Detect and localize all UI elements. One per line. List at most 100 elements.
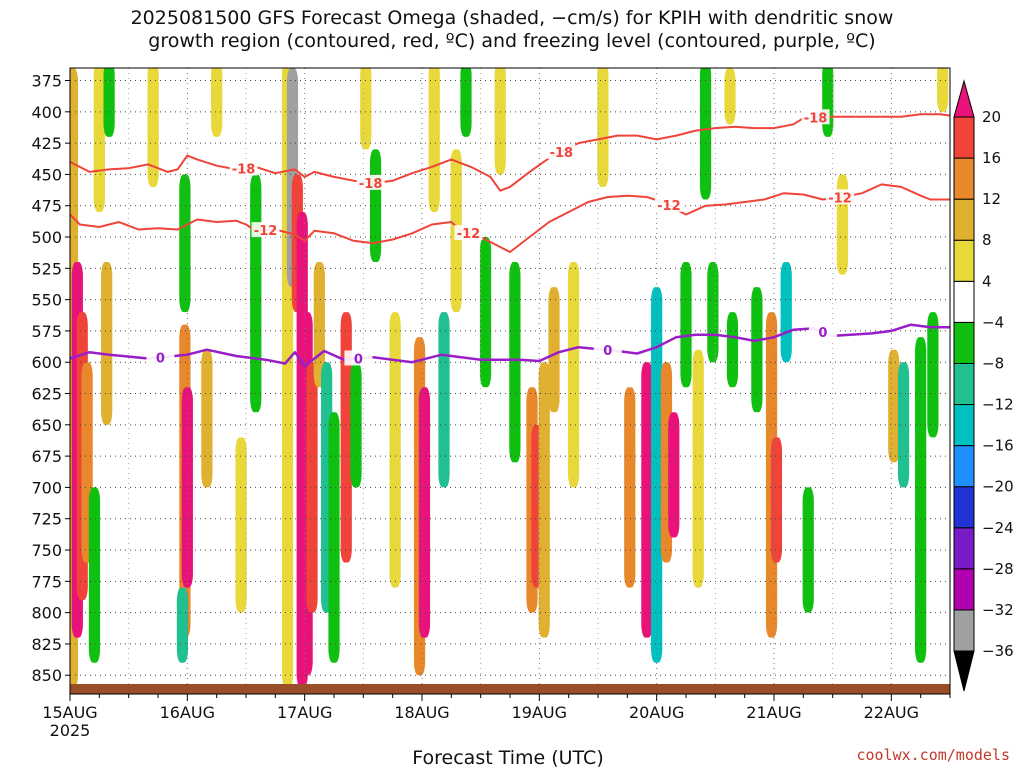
x-tick-label: 18AUG [394, 703, 449, 722]
dgz-contour-label-bg [454, 225, 483, 241]
omega-cell [176, 587, 189, 663]
y-tick-label: 725 [31, 510, 62, 529]
colorbar-label: 8 [982, 231, 992, 249]
y-tick-label: 775 [31, 572, 62, 591]
omega-cell [88, 487, 101, 663]
y-tick-label: 575 [31, 322, 62, 341]
freezing-level-label: 0 [818, 326, 827, 341]
omega-cell [101, 262, 113, 425]
chart-title-line2: growth region (contoured, red, ºC) and f… [148, 30, 876, 52]
colorbar-label: −32 [982, 601, 1014, 619]
omega-cell [418, 387, 431, 638]
dgz-contour-label: -12 [254, 224, 278, 239]
colorbar-segment [953, 362, 975, 406]
omega-cell [707, 262, 719, 363]
omega-cell [724, 68, 736, 125]
omega-cell [668, 412, 680, 538]
credit-text: coolwx.com/models [856, 746, 1010, 764]
y-tick-label: 700 [31, 478, 62, 497]
y-tick-label: 750 [31, 541, 62, 560]
y-tick-label: 525 [31, 259, 62, 278]
omega-cell [306, 362, 318, 613]
omega-cell [328, 412, 340, 663]
omega-cell [181, 387, 193, 588]
omega-cell [147, 68, 159, 187]
omega-cell [937, 68, 949, 112]
omega-cell [780, 262, 792, 363]
colorbar-label: −20 [982, 478, 1014, 496]
x-axis-label: Forecast Time (UTC) [412, 747, 603, 768]
omega-cell [802, 487, 814, 613]
omega-cell [641, 362, 653, 638]
dgz-contour-label-bg [251, 222, 280, 238]
y-tick-label: 450 [31, 165, 62, 184]
dgz-contour-label-bg [801, 109, 830, 125]
dgz-contour-label: -18 [359, 177, 383, 192]
colorbar-label: −4 [982, 313, 1004, 331]
colorbar-segment [953, 321, 975, 364]
colorbar-segment [953, 157, 975, 200]
x-tick-label: 16AUG [160, 703, 215, 722]
omega-cell [927, 312, 939, 438]
x-tick-label: 15AUG [42, 703, 97, 722]
omega-cell [438, 312, 450, 488]
omega-cell [548, 287, 560, 413]
omega-cell [726, 312, 739, 388]
y-axis: 375 400 425 450 475 500 525 550 575 600 625 650 675 7… [31, 72, 70, 685]
omega-cell [103, 68, 115, 137]
omega-cell [597, 68, 609, 187]
colorbar-segment [953, 116, 975, 159]
colorbar-segment [953, 568, 975, 611]
omega-cell [350, 362, 362, 488]
omega-cell [211, 68, 223, 137]
colorbar-label: 12 [982, 190, 1001, 208]
omega-cell [680, 262, 692, 388]
freezing-level-label: 0 [603, 344, 612, 359]
y-tick-label: 825 [31, 635, 62, 654]
freezing-level-label: 0 [354, 352, 363, 367]
omega-cell [651, 287, 663, 663]
colorbar-segment [953, 280, 975, 323]
omega-cell [93, 68, 105, 212]
grid [70, 68, 950, 694]
omega-cell [179, 174, 191, 313]
colorbar-label: −12 [982, 396, 1014, 414]
colorbar-segment [953, 445, 975, 488]
omega-cell [888, 349, 900, 463]
y-tick-label: 850 [31, 666, 62, 685]
freezing-level-label: 0 [156, 351, 165, 366]
x-tick-label: 19AUG [512, 703, 567, 722]
colorbar-label: −36 [982, 642, 1014, 660]
omega-cell [509, 262, 521, 463]
y-tick-label: 375 [31, 72, 62, 91]
omega-cell [250, 174, 262, 413]
x-tick-label: 17AUG [277, 703, 332, 722]
x-tick-label: 21AUG [746, 703, 801, 722]
dgz-contour-label-bg [229, 160, 258, 176]
omega-cell [428, 68, 440, 212]
omega-cell [624, 387, 636, 588]
omega-cell [360, 68, 372, 150]
omega-cell [340, 312, 352, 563]
freezing-level-label-bg [808, 324, 837, 340]
y-tick-label: 650 [31, 416, 62, 435]
colorbar-label: 20 [982, 108, 1001, 126]
freezing-level-label-bg [146, 349, 175, 365]
colorbar-segment [953, 198, 975, 241]
dgz-contour-label-bg [356, 174, 385, 190]
dgz-contour-line [70, 183, 950, 253]
y-tick-label: 600 [31, 353, 62, 372]
dgz-contour-label: -18 [232, 162, 256, 177]
dgz-contour-label: -12 [457, 227, 481, 242]
omega-cell [460, 68, 472, 137]
dgz-contour-label: -18 [550, 146, 574, 161]
dgz-contour-label-bg [547, 143, 576, 159]
x-tick-label: 22AUG [864, 703, 919, 722]
colorbar-segment [953, 486, 975, 529]
omega-cell [897, 362, 910, 488]
colorbar-label: −16 [982, 437, 1014, 455]
colorbar-segment [953, 404, 975, 447]
y-tick-label: 425 [31, 134, 62, 153]
